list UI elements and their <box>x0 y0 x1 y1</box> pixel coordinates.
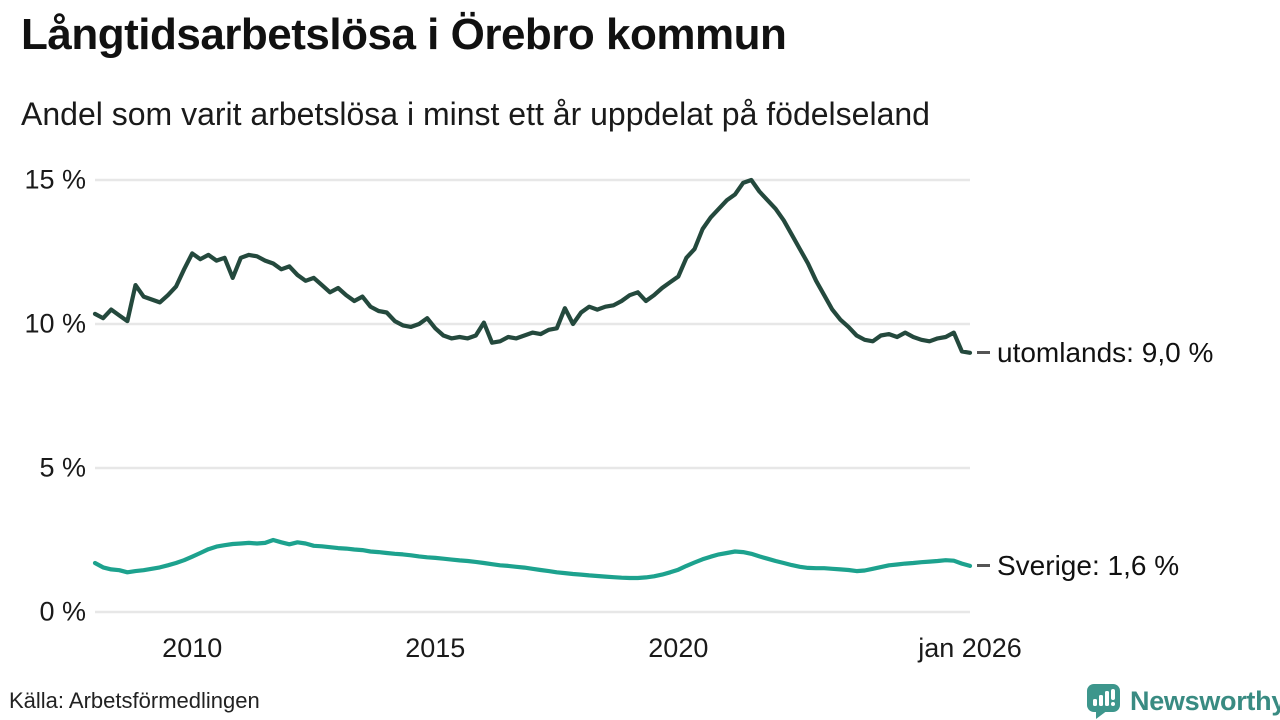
chart-title: Långtidsarbetslösa i Örebro kommun <box>21 10 787 59</box>
source-note: Källa: Arbetsförmedlingen <box>9 688 260 713</box>
line-utomlands <box>92 177 973 355</box>
newsworthy-bubble-chart-icon <box>1087 684 1120 719</box>
newsworthy-logo: Newsworthy <box>1085 683 1280 720</box>
newsworthy-logo-text: Newsworthy <box>1130 686 1280 716</box>
chart-subtitle: Andel som varit arbetslösa i minst ett å… <box>21 96 930 132</box>
line-Sverige <box>92 537 973 581</box>
